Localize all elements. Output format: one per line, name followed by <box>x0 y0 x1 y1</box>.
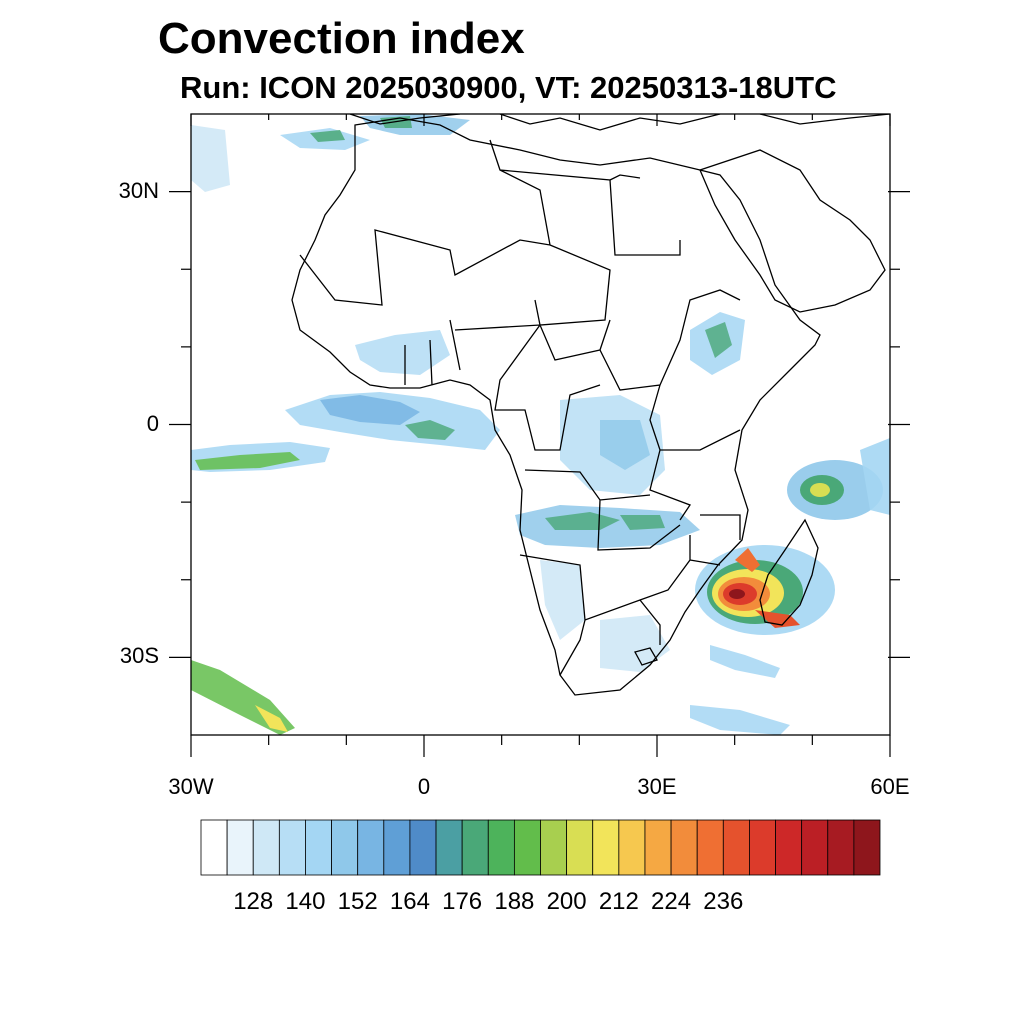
convection-area <box>191 125 230 192</box>
convection-area <box>860 438 890 515</box>
colorbar-label: 188 <box>494 888 535 915</box>
madagascar-coastline <box>759 518 819 626</box>
europe-coastline <box>349 114 890 131</box>
lat-tick-label: 0 <box>146 410 159 436</box>
colorbar-label: 212 <box>598 888 639 915</box>
lon-tick-label: 60E <box>870 774 910 799</box>
colorbar-label: 200 <box>546 888 587 915</box>
lat-tick-label: 30S <box>119 643 159 669</box>
convection-area <box>355 330 450 375</box>
national-borders <box>299 139 741 676</box>
colorbar-label: 140 <box>285 888 326 915</box>
lon-tick-label: 0 <box>417 774 431 799</box>
convection-area <box>710 645 780 678</box>
convection-area <box>755 610 800 628</box>
axis-ticks <box>169 114 910 757</box>
lon-tick-label: 30E <box>637 774 677 799</box>
convection-area <box>255 705 288 732</box>
convection-area <box>735 548 760 572</box>
convection-area <box>195 452 300 470</box>
arabia-coastline <box>699 149 886 313</box>
convection-area <box>320 395 420 425</box>
africa-coastline <box>291 117 821 696</box>
lat-tick-label: 30N <box>118 177 159 203</box>
colorbar-label: 224 <box>651 888 692 915</box>
convection-area <box>545 512 620 530</box>
convection-area <box>600 615 670 672</box>
convection-area <box>540 560 585 640</box>
convection-area <box>810 483 830 497</box>
convection-area <box>405 420 455 440</box>
colorbar-label: 164 <box>389 888 430 915</box>
convection-area <box>600 420 650 470</box>
convection-area <box>729 589 745 599</box>
chart-subtitle: Run: ICON 2025030900, VT: 20250313-18UTC <box>180 70 837 105</box>
coastlines <box>291 114 890 696</box>
chart-title: Convection index <box>158 14 525 63</box>
colorbar-label: 152 <box>337 888 378 915</box>
colorbar-label: 236 <box>703 888 744 915</box>
lon-tick-label: 30W <box>168 774 214 799</box>
convection-field <box>191 114 890 735</box>
convection-area <box>705 322 732 358</box>
convection-area <box>515 505 700 548</box>
colorbar-label: 128 <box>233 888 274 915</box>
convection-area <box>690 705 790 735</box>
convection-area <box>620 515 665 530</box>
colorbar-label: 176 <box>442 888 483 915</box>
map-frame <box>190 113 891 736</box>
convection-area <box>310 130 345 142</box>
lesotho-border <box>634 647 658 666</box>
